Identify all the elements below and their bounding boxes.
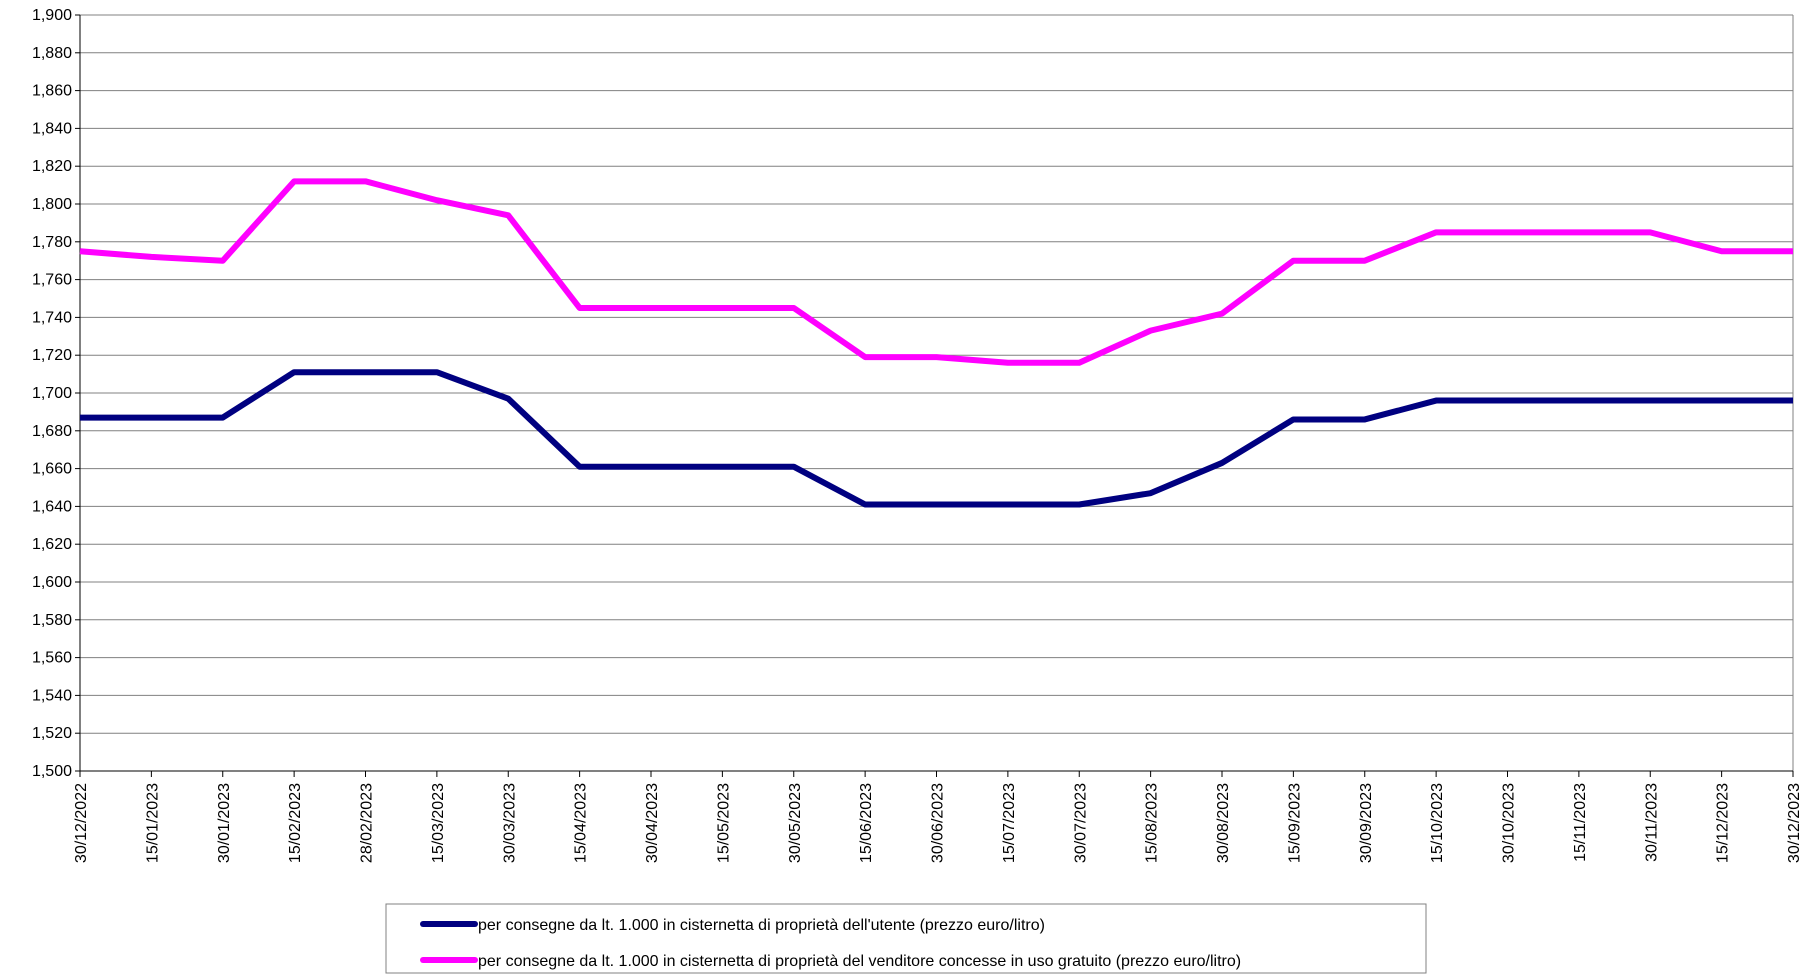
y-tick-label: 1,520 (32, 725, 72, 742)
x-tick-label: 15/12/2023 (1715, 783, 1732, 863)
x-tick-label: 15/11/2023 (1572, 783, 1589, 862)
x-tick-label: 30/08/2023 (1215, 783, 1232, 863)
y-tick-label: 1,720 (32, 347, 72, 364)
x-tick-label: 28/02/2023 (359, 783, 376, 863)
y-tick-label: 1,860 (32, 83, 72, 100)
y-tick-label: 1,500 (32, 763, 72, 780)
x-tick-label: 15/08/2023 (1144, 783, 1161, 863)
y-tick-label: 1,840 (32, 120, 72, 137)
legend-box (385, 903, 1427, 974)
x-tick-label: 15/04/2023 (573, 783, 590, 863)
y-tick-label: 1,760 (32, 272, 72, 289)
y-tick-label: 1,660 (32, 461, 72, 478)
x-tick-label: 15/01/2023 (144, 783, 161, 863)
y-tick-label: 1,820 (32, 158, 72, 175)
x-tick-label: 15/07/2023 (1001, 783, 1018, 863)
y-tick-label: 1,580 (32, 612, 72, 629)
series-line (79, 178, 1793, 366)
y-tick-label: 1,740 (32, 309, 72, 326)
x-tick-label: 15/05/2023 (715, 783, 732, 863)
y-tick-label: 1,560 (32, 650, 72, 667)
x-tick-label: 30/07/2023 (1072, 783, 1089, 863)
x-tick-label: 30/11/2023 (1643, 783, 1660, 862)
x-tick-label: 15/10/2023 (1429, 783, 1446, 863)
series-line (80, 369, 1793, 508)
y-tick-label: 1,880 (32, 45, 72, 62)
x-tick-label: 30/12/2023 (1786, 783, 1803, 863)
y-tick-label: 1,900 (32, 7, 72, 24)
x-tick-label: 30/10/2023 (1501, 783, 1518, 863)
x-tick-label: 15/03/2023 (430, 783, 447, 863)
y-tick-label: 1,700 (32, 385, 72, 402)
x-tick-label: 30/01/2023 (216, 783, 233, 863)
y-tick-label: 1,620 (32, 536, 72, 553)
x-tick-label: 30/04/2023 (644, 783, 661, 863)
x-tick-label: 30/05/2023 (787, 783, 804, 863)
y-tick-label: 1,680 (32, 423, 72, 440)
x-tick-label: 15/06/2023 (858, 783, 875, 863)
x-tick-label: 30/06/2023 (930, 783, 947, 863)
legend-label: per consegne da lt. 1.000 in cisternetta… (478, 917, 1045, 934)
y-tick-label: 1,540 (32, 687, 72, 704)
x-tick-label: 30/12/2022 (73, 783, 90, 863)
x-tick-label: 15/09/2023 (1286, 783, 1303, 863)
x-tick-label: 30/03/2023 (501, 783, 518, 863)
x-tick-label: 15/02/2023 (287, 783, 304, 863)
y-tick-label: 1,600 (32, 574, 72, 591)
legend-label: per consegne da lt. 1.000 in cisternetta… (478, 953, 1241, 970)
y-tick-label: 1,800 (32, 196, 72, 213)
y-tick-label: 1,780 (32, 234, 72, 251)
x-tick-label: 30/09/2023 (1358, 783, 1375, 863)
y-tick-label: 1,640 (32, 498, 72, 515)
